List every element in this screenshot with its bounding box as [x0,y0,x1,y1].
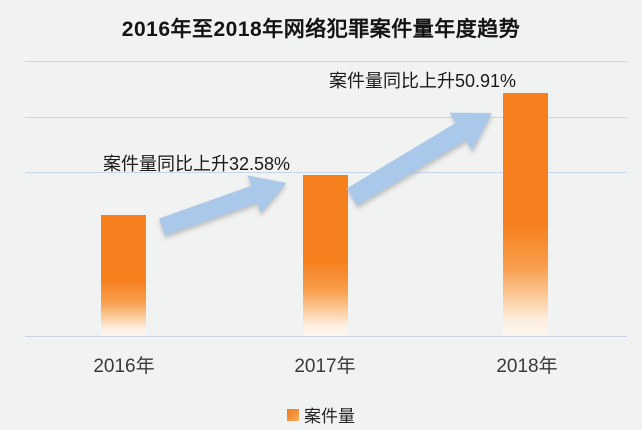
gridline [25,117,627,118]
legend: 案件量 [0,402,642,427]
trend-up-arrow-icon [346,112,492,206]
x-axis-label-2016: 2016年 [93,356,155,377]
legend-swatch-icon [287,408,299,421]
gridline [25,172,627,173]
bar [303,175,348,336]
gridline [25,61,627,62]
x-axis-label-2017: 2017年 [294,356,356,377]
bar [101,215,146,336]
yoy-annotation-2017: 案件量同比上升32.58% [103,154,291,174]
x-axis-label-2018: 2018年 [496,356,558,377]
legend-label: 案件量 [304,407,355,426]
chart-title: 2016年至2018年网络犯罪案件量年度趋势 [121,18,521,41]
x-axis-line [25,336,627,337]
yoy-annotation-2018: 案件量同比上升50.91% [329,71,517,91]
bar [503,93,548,336]
trend-up-arrow-icon [158,175,287,236]
